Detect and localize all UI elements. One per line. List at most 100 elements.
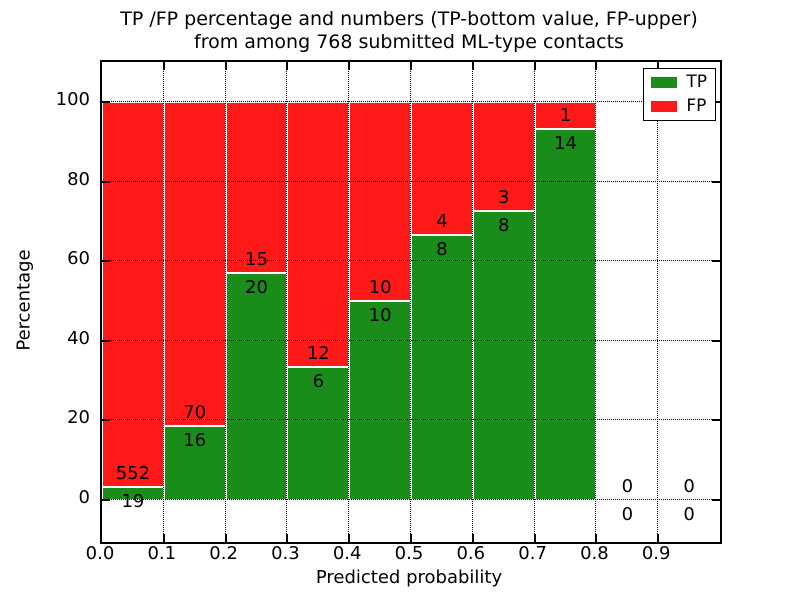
y-tick-right: [712, 260, 720, 263]
x-tick-label: 0.7: [518, 543, 547, 564]
tp-count-label: 8: [436, 238, 448, 260]
x-tick-bottom: [224, 534, 227, 542]
bar-segment-fp: [287, 102, 350, 368]
bar-segment-tp: [163, 425, 226, 500]
v-gridline: [348, 62, 350, 542]
x-tick-top: [224, 62, 227, 70]
fp-count-label: 0: [683, 476, 695, 497]
y-tick-left: [102, 419, 110, 422]
fp-count-label: 12: [306, 343, 330, 365]
tp-count-label: 0: [683, 504, 695, 525]
bar-segment-tp: [349, 301, 411, 500]
bar-segment-fp: [163, 102, 226, 426]
h-gridline: [102, 499, 720, 500]
v-gridline: [595, 62, 597, 542]
v-gridline: [224, 62, 226, 542]
fp-count-label: 0: [621, 476, 634, 497]
v-gridline: [657, 62, 659, 542]
x-tick-top: [348, 62, 351, 70]
x-tick-top: [533, 62, 536, 70]
x-tick-label: 0.1: [147, 543, 177, 564]
bar-segment-fp: [534, 102, 597, 129]
x-tick-label: 0.4: [332, 543, 362, 564]
y-tick-left: [102, 101, 110, 103]
plot-area: TP FP 552 19 70 16 15 20 12 6 10 10 4 8 3 8 1 14 0 0 0 0: [100, 60, 722, 544]
y-tick-left: [102, 339, 110, 342]
x-tick-top: [657, 62, 660, 70]
v-gridline: [410, 62, 411, 542]
legend-item-fp: FP: [651, 98, 707, 115]
bar-segment-fp: [349, 102, 411, 301]
h-gridline: [102, 180, 720, 182]
tp-count-label: 10: [368, 305, 392, 326]
x-tick-top: [162, 62, 165, 70]
x-tick-bottom: [162, 534, 165, 542]
fp-count-label: 1: [559, 104, 572, 126]
chart-title-line2: from among 768 submitted ML-type contact…: [194, 31, 624, 53]
x-tick-label: 0.9: [641, 543, 671, 564]
fp-legend-label: FP: [686, 96, 707, 116]
y-tick-label: 100: [55, 89, 90, 110]
x-tick-top: [595, 62, 598, 70]
chart-title: TP /FP percentage and numbers (TP-bottom…: [100, 8, 718, 54]
x-tick-bottom: [410, 534, 412, 542]
y-tick-label: 40: [67, 327, 90, 349]
x-tick-top: [410, 62, 412, 70]
y-tick-right: [712, 419, 720, 422]
fp-legend-swatch-icon: [651, 101, 678, 112]
h-gridline: [102, 339, 720, 341]
fp-count-label: 552: [115, 462, 151, 484]
chart-title-line1: TP /FP percentage and numbers (TP-bottom…: [120, 8, 698, 30]
legend-item-tp: TP: [651, 74, 707, 91]
bar-segment-tp: [534, 128, 597, 500]
x-axis-label: Predicted probability: [315, 567, 503, 588]
y-tick-left: [102, 499, 110, 501]
x-tick-bottom: [533, 534, 536, 542]
h-gridline: [102, 419, 720, 421]
legend: TP FP: [643, 68, 716, 121]
y-tick-right: [712, 339, 720, 342]
v-gridline: [286, 62, 288, 542]
y-tick-label: 80: [67, 168, 90, 190]
bar-segment-fp: [472, 102, 535, 211]
x-tick-bottom: [657, 534, 660, 542]
bar-segment-tp: [472, 210, 535, 500]
x-tick-top: [286, 62, 289, 70]
tp-count-label: 0: [621, 504, 634, 525]
tp-legend-label: TP: [686, 72, 707, 92]
y-tick-label: 0: [78, 487, 90, 508]
x-tick-label: 0.8: [580, 543, 609, 564]
tp-count-label: 8: [497, 214, 510, 236]
y-tick-right: [712, 101, 720, 103]
y-tick-right: [712, 499, 720, 501]
fp-count-label: 70: [183, 401, 207, 423]
y-tick-right: [712, 180, 720, 183]
fp-count-label: 4: [436, 210, 448, 232]
fp-count-label: 10: [368, 277, 392, 298]
x-tick-bottom: [348, 534, 351, 542]
tp-count-label: 6: [312, 371, 325, 393]
x-tick-label: 0.6: [456, 543, 486, 564]
v-gridline: [162, 62, 164, 542]
bar-segment-fp: [225, 102, 288, 273]
x-tick-label: 0.2: [209, 543, 238, 564]
v-gridline: [471, 62, 473, 542]
tp-count-label: 16: [183, 429, 207, 451]
y-tick-label: 60: [67, 248, 90, 270]
bar-segment-tp: [225, 272, 288, 500]
v-gridline: [533, 62, 535, 542]
y-tick-left: [102, 260, 110, 263]
y-tick-label: 20: [67, 407, 90, 429]
x-tick-bottom: [471, 534, 474, 542]
x-tick-bottom: [595, 534, 598, 542]
bar-segment-fp: [411, 102, 473, 235]
h-gridline: [102, 101, 720, 102]
x-tick-label: 0.0: [85, 543, 115, 564]
x-tick-bottom: [286, 534, 289, 542]
bar-segment-tp: [411, 234, 473, 500]
bar-segment-fp: [102, 102, 164, 487]
fp-count-label: 15: [245, 248, 268, 270]
tp-count-label: 14: [554, 132, 577, 154]
tp-count-label: 20: [245, 276, 268, 298]
